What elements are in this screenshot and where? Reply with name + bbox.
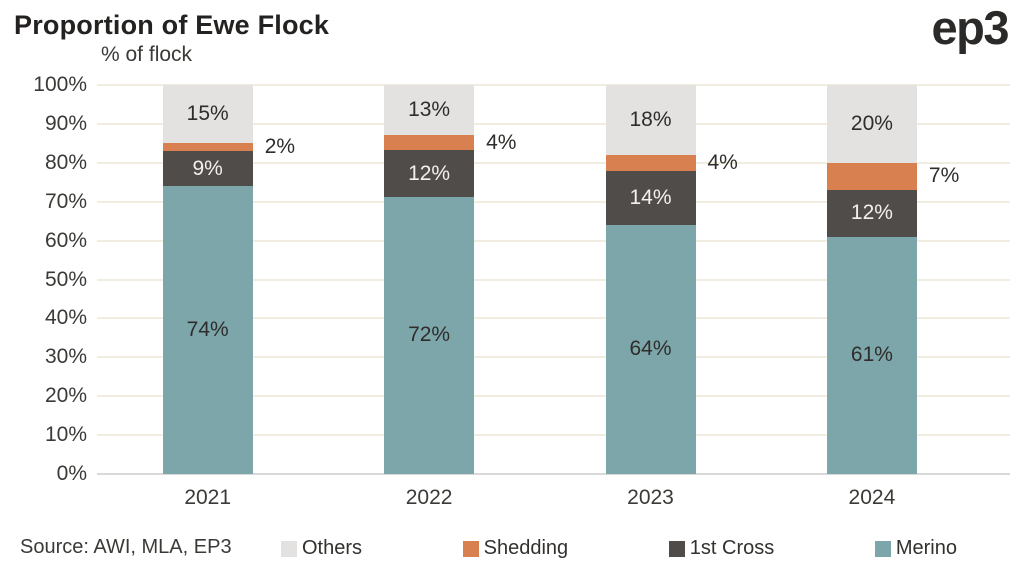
data-label-outside: 7% bbox=[928, 164, 960, 188]
gridline bbox=[97, 161, 1010, 164]
y-tick-label: 10% bbox=[44, 423, 87, 447]
gridline bbox=[97, 278, 1010, 281]
bar-segment-shedding bbox=[162, 143, 253, 152]
y-tick-label: 40% bbox=[44, 306, 87, 330]
plot-area: 0% 10% 20% 30% 40% 50% 60% 70% 80% 90% 100% 2% 15% 9%… bbox=[33, 73, 1010, 509]
y-tick-label: 30% bbox=[44, 345, 87, 369]
gridline bbox=[97, 239, 1010, 242]
chart-title: Proportion of Ewe Flock bbox=[14, 10, 330, 40]
legend-label: Others bbox=[302, 537, 363, 559]
gridline bbox=[97, 122, 1010, 125]
legend-item-shedding: Shedding bbox=[462, 537, 569, 560]
x-tick-label: 2023 bbox=[627, 486, 674, 509]
y-axis-label: % of flock bbox=[101, 43, 193, 66]
legend-swatch-icon bbox=[874, 540, 891, 557]
data-label: 18% bbox=[629, 108, 672, 131]
data-label: 14% bbox=[629, 185, 672, 209]
data-label: 13% bbox=[408, 98, 451, 122]
stacked-bar-2022: 13% 12% 72% bbox=[384, 85, 475, 474]
stacked-bar-2023: 18% 14% 64% bbox=[605, 85, 696, 474]
x-axis-baseline bbox=[97, 473, 1010, 475]
ep3-logo: ep3 bbox=[931, 1, 1010, 54]
legend-item-others: Others bbox=[281, 537, 362, 560]
data-label: 72% bbox=[408, 323, 451, 347]
bar-segment-shedding bbox=[605, 155, 696, 171]
y-tick-label: 0% bbox=[56, 462, 87, 485]
y-tick-label: 90% bbox=[44, 111, 87, 135]
y-tick-label: 20% bbox=[44, 384, 87, 408]
gridline bbox=[97, 434, 1010, 437]
y-tick-label: 100% bbox=[33, 73, 87, 96]
bar-segment-1st-cross: 12% bbox=[384, 150, 475, 197]
bar-segment-merino: 72% bbox=[384, 196, 475, 474]
legend-item-merino: Merino bbox=[874, 537, 957, 560]
legend-swatch-icon bbox=[668, 540, 685, 557]
legend-label: Merino bbox=[895, 537, 957, 559]
data-label: 12% bbox=[850, 201, 893, 225]
bar-segment-1st-cross: 9% bbox=[162, 151, 253, 187]
legend-swatch-icon bbox=[281, 540, 297, 557]
bar-segment-merino: 64% bbox=[605, 225, 696, 474]
bar-segment-others: 13% bbox=[384, 85, 475, 136]
bar-segment-1st-cross: 12% bbox=[826, 190, 917, 237]
legend-label: Shedding bbox=[483, 537, 569, 559]
data-label: 64% bbox=[629, 337, 672, 361]
y-tick-label: 60% bbox=[44, 228, 87, 252]
stacked-bar-2021: 15% 9% 74% bbox=[162, 85, 253, 474]
y-tick-label: 80% bbox=[44, 150, 87, 174]
legend-item-1st-cross: 1st Cross bbox=[668, 537, 775, 560]
bar-segment-merino: 61% bbox=[826, 236, 917, 474]
legend-swatch-icon bbox=[462, 540, 479, 557]
gridline bbox=[97, 356, 1010, 359]
y-tick-label: 70% bbox=[44, 189, 87, 213]
legend: Others Shedding 1st Cross Merino bbox=[281, 537, 957, 560]
stacked-bar-2024: 20% 12% 61% bbox=[826, 85, 917, 474]
data-label-outside: 2% bbox=[264, 135, 296, 159]
bar-segment-shedding bbox=[384, 135, 475, 151]
data-label: 74% bbox=[186, 318, 229, 342]
data-label-outside: 4% bbox=[486, 130, 517, 154]
gridline bbox=[97, 395, 1010, 398]
bar-segment-others: 20% bbox=[826, 85, 917, 163]
data-label-outside: 4% bbox=[707, 150, 738, 174]
data-label: 61% bbox=[850, 343, 893, 367]
x-tick-label: 2021 bbox=[184, 486, 232, 509]
source-note: Source: AWI, MLA, EP3 bbox=[20, 536, 232, 558]
bar-segment-others: 18% bbox=[605, 85, 696, 156]
y-tick-label: 50% bbox=[44, 267, 87, 291]
data-label: 9% bbox=[192, 156, 223, 180]
gridline bbox=[97, 317, 1010, 320]
bar-segment-1st-cross: 14% bbox=[605, 170, 696, 226]
gridline bbox=[97, 84, 1010, 86]
x-tick-label: 2024 bbox=[848, 486, 896, 509]
data-label: 12% bbox=[408, 161, 451, 185]
bar-segment-others: 15% bbox=[162, 85, 253, 144]
bar-segment-merino: 74% bbox=[162, 186, 253, 474]
data-label: 20% bbox=[850, 111, 893, 135]
gridline bbox=[97, 200, 1010, 203]
legend-label: 1st Cross bbox=[689, 537, 775, 559]
bar-segment-shedding bbox=[826, 162, 917, 191]
x-tick-label: 2022 bbox=[405, 486, 453, 509]
data-label: 15% bbox=[186, 102, 229, 126]
